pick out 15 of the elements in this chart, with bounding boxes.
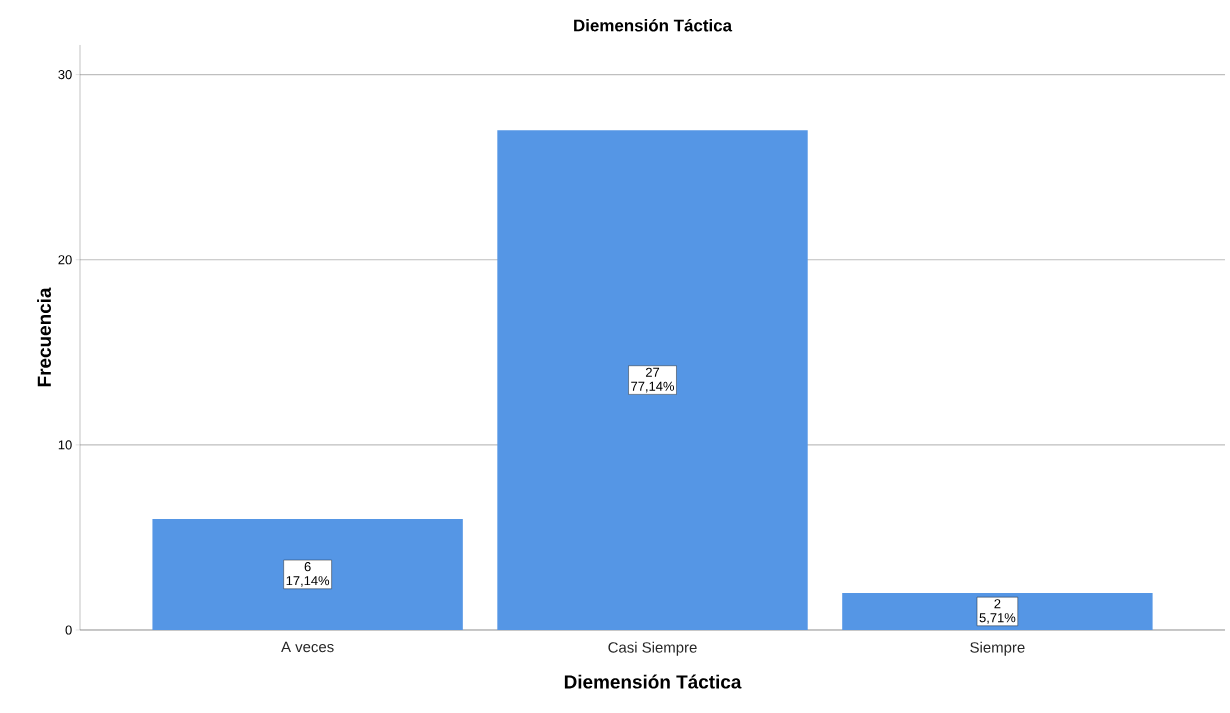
y-tick-label: 20 [58, 255, 72, 265]
y-tick-label: 30 [58, 70, 72, 80]
x-axis-title: Diemensión Táctica [564, 674, 742, 689]
y-axis-title: Frecuencia [37, 287, 51, 387]
y-tick-label: 0 [65, 625, 72, 635]
x-tick-label: Casi Siempre [608, 641, 697, 656]
y-tick-label: 10 [58, 440, 72, 450]
bar [497, 130, 808, 630]
data-label: 6 17,14% [286, 562, 330, 587]
x-tick-label: Siempre [970, 641, 1025, 656]
data-label: 2 5,71% [979, 599, 1016, 624]
data-label: 27 77,14% [631, 367, 675, 393]
x-tick-label: A veces [281, 641, 334, 653]
chart-title: Diemensión Táctica [574, 18, 733, 32]
bar [152, 518, 463, 630]
